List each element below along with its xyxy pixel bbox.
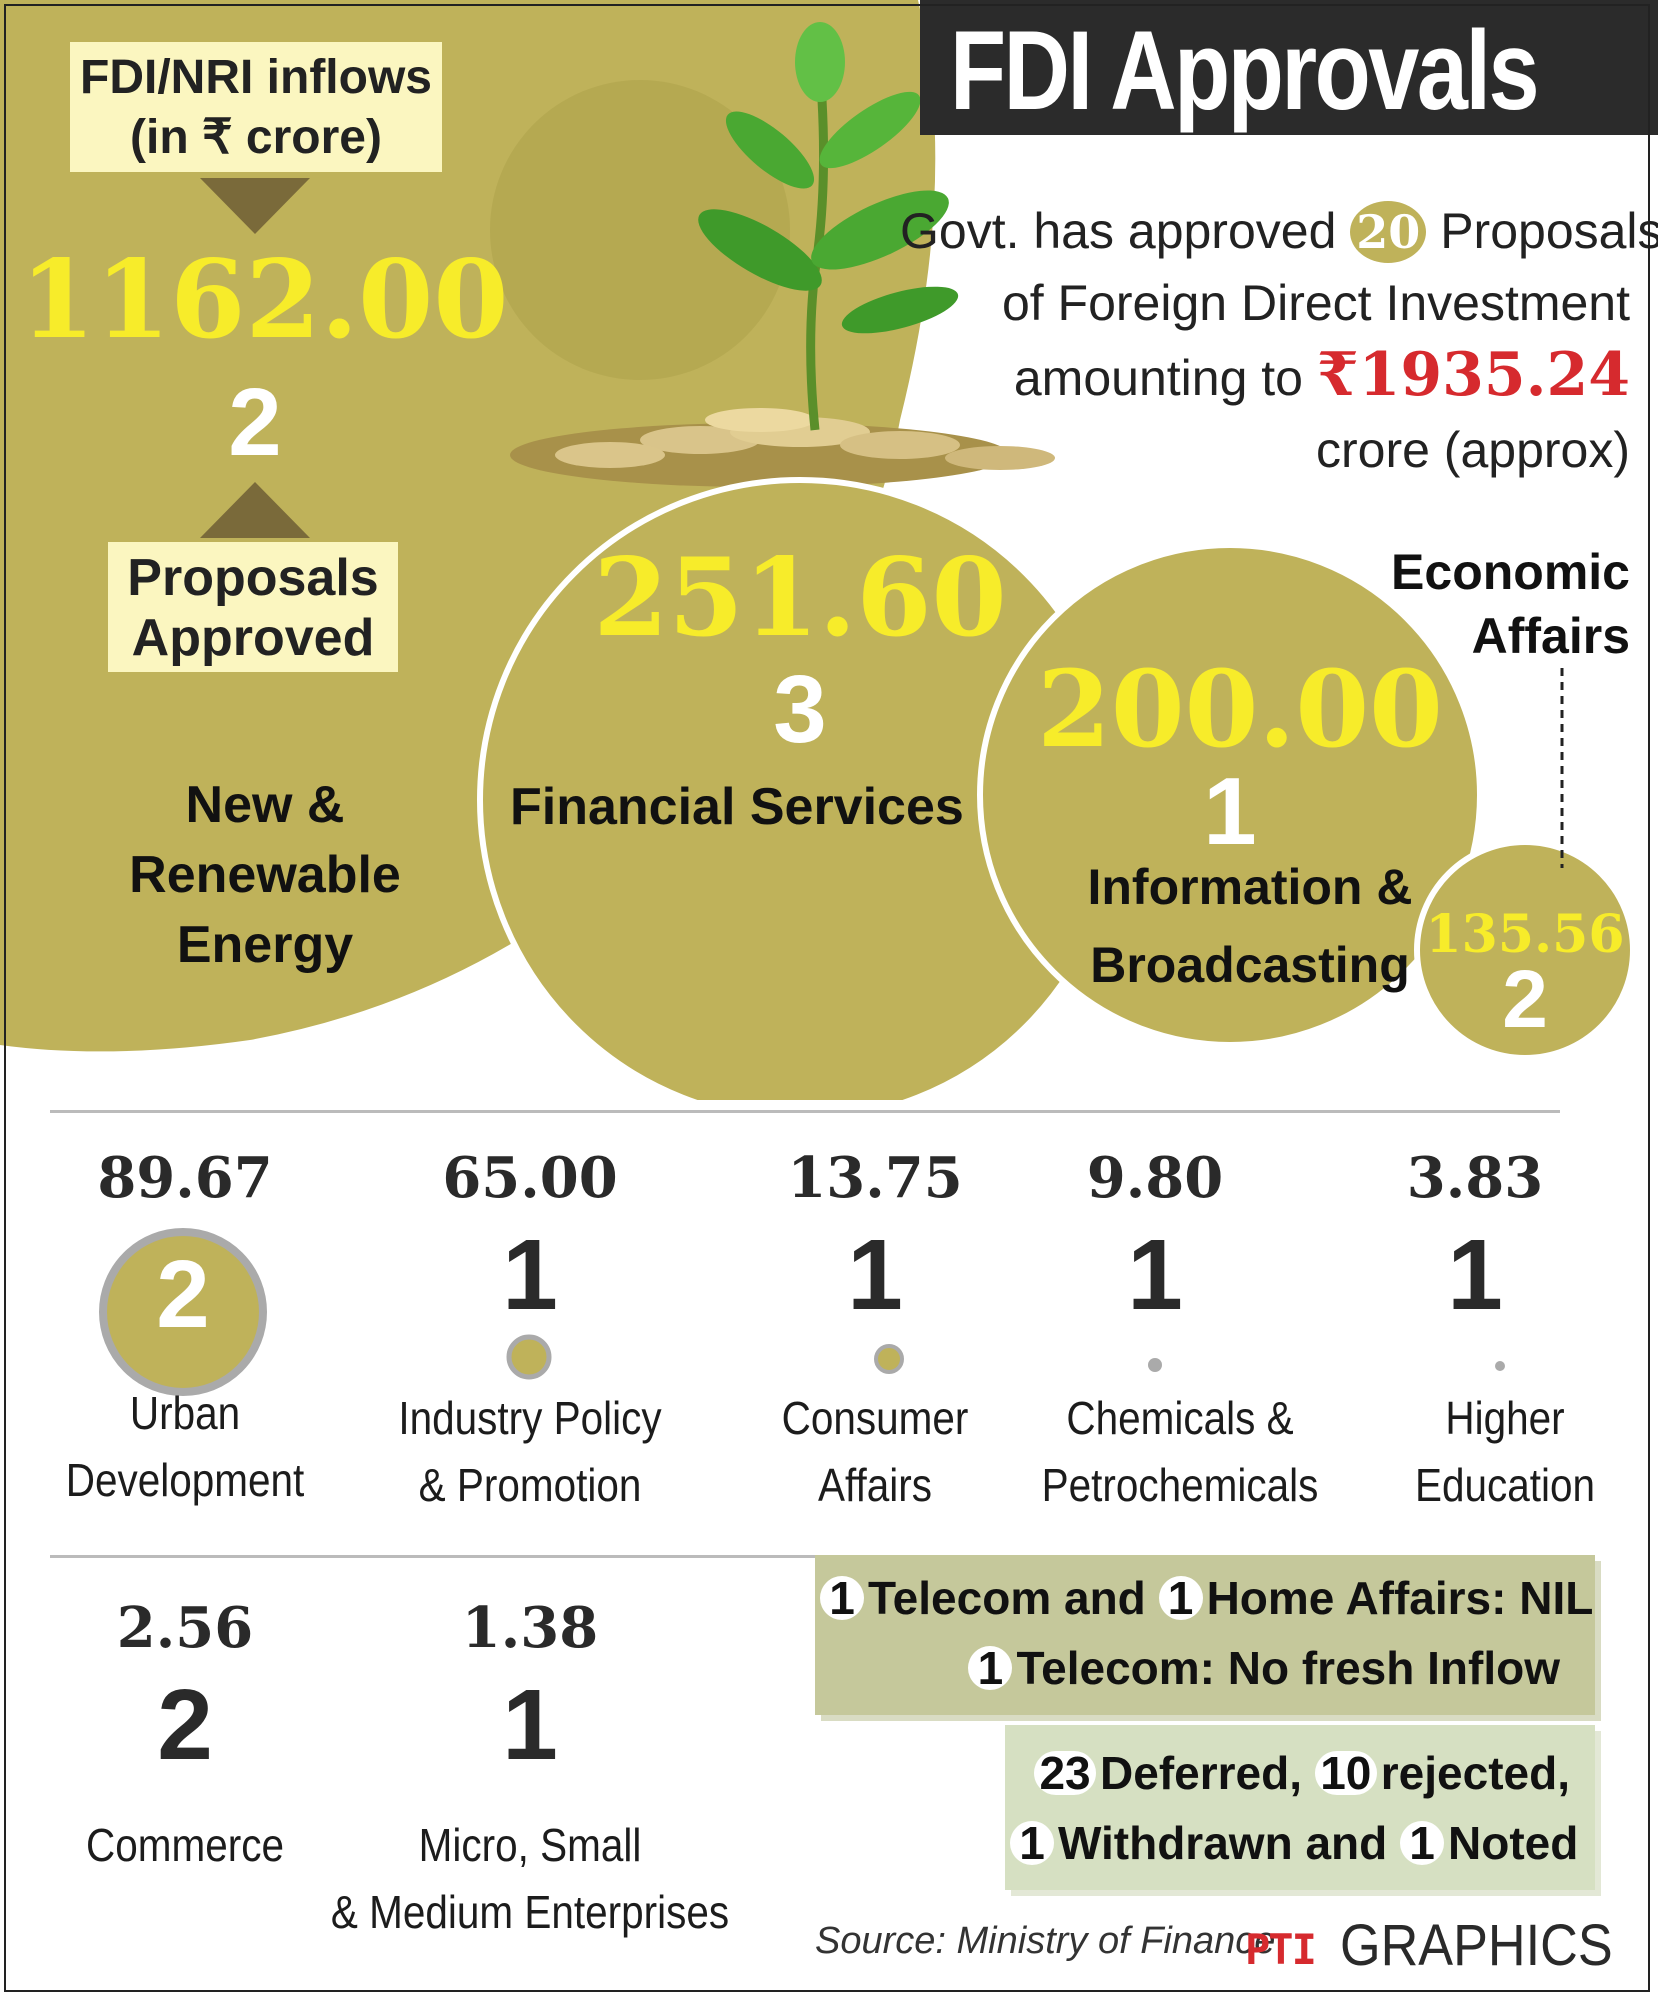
- summary-line-2: of Foreign Direct Investment: [1001, 275, 1630, 331]
- nre-count: 2: [228, 369, 282, 476]
- legend-proposals-box: Proposals Approved: [108, 542, 398, 672]
- stat-value: 3.83: [1406, 1145, 1544, 1211]
- page-title: FDI Approvals: [950, 8, 1540, 133]
- ea-value: 135.56: [1425, 904, 1625, 965]
- bubble-new-renewable-energy: [0, 0, 936, 1052]
- stat-count: 2: [156, 1241, 210, 1348]
- stat-count: 1: [502, 1669, 558, 1781]
- bubble-layer: [0, 0, 1636, 1100]
- stat-label: Higher Education: [1414, 1392, 1596, 1511]
- divider-2: [50, 1555, 1560, 1558]
- stat-value: 2.56: [116, 1595, 254, 1661]
- pti-logo: PTI: [1245, 1925, 1317, 1974]
- stat-dot: [506, 1334, 552, 1380]
- stat-count: 2: [157, 1669, 213, 1781]
- fs-label: Financial Services: [510, 778, 964, 836]
- note-box-2-line-2: 1 Withdrawn and 1 Noted: [1010, 1815, 1578, 1871]
- ea-label: Economic Affairs: [1391, 544, 1630, 664]
- bubble-economic-affairs: [1414, 839, 1636, 1061]
- stat-count: 1: [1447, 1219, 1503, 1331]
- stat-dot: [1495, 1361, 1505, 1371]
- summary-line-3: amounting to ₹1935.24: [1013, 340, 1630, 410]
- summary: Govt. has approved 20 Proposals of Forei…: [900, 195, 1658, 486]
- stat-value: 89.67: [97, 1145, 273, 1211]
- stat-count: 1: [1127, 1219, 1183, 1331]
- stat-value: 13.75: [787, 1145, 963, 1211]
- stat-label: Commerce: [86, 1819, 284, 1871]
- ib-value: 200.00: [1037, 646, 1443, 771]
- note-box-2-line-1: 23 Deferred, 10 rejected,: [1010, 1745, 1570, 1801]
- fs-count: 3: [773, 656, 827, 763]
- stat-dot: [99, 1228, 267, 1396]
- fs-value: 251.60: [593, 535, 1007, 661]
- divider-1: [50, 1110, 1560, 1113]
- shadow-decoration: [490, 80, 790, 380]
- note-box-1-line-2: 1 Telecom: No fresh Inflow: [820, 1640, 1560, 1696]
- ea-count: 2: [1502, 954, 1548, 1045]
- stat-label: Urban Development: [65, 1387, 305, 1506]
- plant-icon: [698, 22, 959, 431]
- coins-icon: [510, 408, 1055, 487]
- stat-count: 1: [502, 1219, 558, 1331]
- border-frame: [4, 4, 1650, 1992]
- graphics-credit: GRAPHICS: [1340, 1913, 1613, 1978]
- stat-dot: [874, 1344, 904, 1374]
- stat-value: 1.38: [461, 1595, 599, 1661]
- summary-count-badge: 20: [1350, 201, 1427, 263]
- nre-value: 1162.00: [20, 237, 509, 363]
- stat-count: 1: [847, 1219, 903, 1331]
- stat-dot: [1148, 1358, 1162, 1372]
- summary-line-1: Govt. has approved 20 Proposals: [900, 195, 1658, 267]
- arrow-down-icon: [200, 178, 310, 234]
- ib-label: Information & Broadcasting: [1087, 859, 1413, 993]
- title-bar: [920, 0, 1658, 135]
- arrow-up-icon: [200, 482, 310, 538]
- stat-label: Consumer Affairs: [781, 1392, 969, 1511]
- note-box-1-line-1: 1 Telecom and 1 Home Affairs: NIL: [820, 1570, 1593, 1626]
- note-box-1: [815, 1555, 1595, 1715]
- note-box-2: [1005, 1725, 1595, 1890]
- source-text: Source: Ministry of Finance: [815, 1920, 1276, 1962]
- stat-value: 65.00: [442, 1145, 618, 1211]
- stat-label: Micro, Small & Medium Enterprises: [330, 1819, 730, 1938]
- stat-label: Chemicals & Petrochemicals: [1041, 1392, 1319, 1511]
- legend-inflow-box: FDI/NRI inflows (in ₹ crore): [70, 42, 442, 172]
- bubble-information-broadcasting: [977, 542, 1483, 1048]
- summary-line-4: crore (approx): [1316, 422, 1630, 478]
- stat-label: Industry Policy & Promotion: [398, 1392, 662, 1511]
- nre-label: New & Renewable Energy: [129, 776, 401, 975]
- ib-count: 1: [1203, 758, 1257, 865]
- summary-amount: ₹1935.24: [1316, 340, 1630, 410]
- stat-value: 9.80: [1086, 1145, 1224, 1211]
